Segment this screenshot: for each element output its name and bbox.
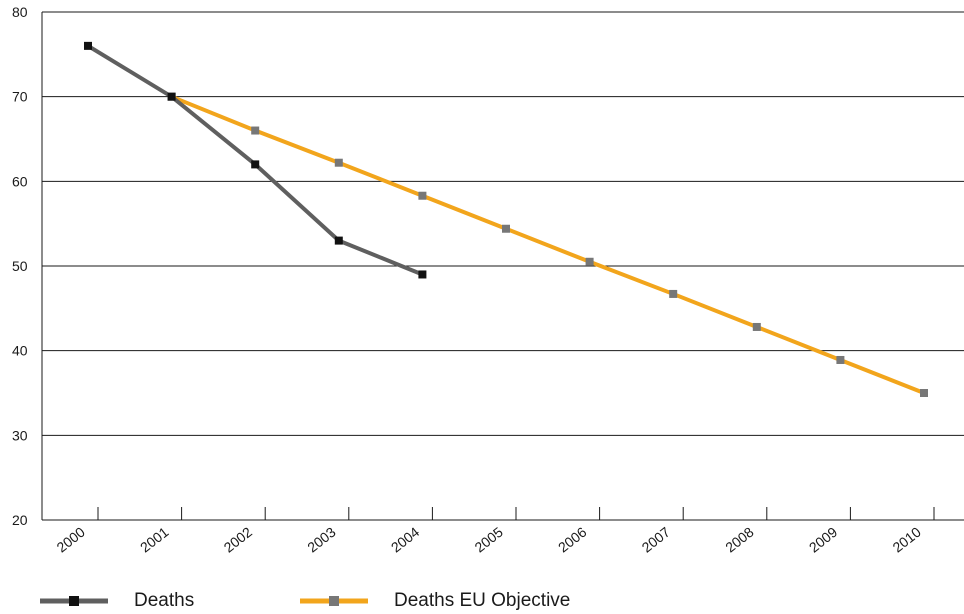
x-tick-label: 2005 [471,524,506,556]
legend-eu-objective-swatch [300,596,368,606]
data-point [334,158,343,167]
x-tick-label: 2006 [555,524,590,556]
legend-eu-objective-label: Deaths EU Objective [394,590,571,611]
data-point [585,257,594,266]
legend-eu-objective: Deaths EU Objective [300,588,570,614]
x-tick-label: 2008 [722,524,757,556]
y-tick-label: 40 [12,343,28,359]
data-point [84,41,92,50]
y-tick-label: 20 [12,512,28,528]
x-tick-label: 2009 [806,524,841,556]
x-axis: 2000 2001 2002 2003 2004 2005 2006 2007 2008 2009… [53,507,935,556]
x-tick-label: 2004 [388,524,423,556]
y-tick-label: 50 [12,258,28,274]
data-point [752,322,761,331]
y-tick-label: 70 [12,89,28,105]
x-tick-label: 2007 [639,524,674,556]
x-tick-label: 2002 [221,524,256,556]
data-point [669,289,678,298]
x-tick-label: 2010 [889,524,924,556]
data-point [334,236,343,245]
legend-deaths-marker [69,596,79,606]
y-axis: 80 70 60 50 40 30 20 [12,4,964,528]
data-point [418,270,427,279]
data-point [251,160,260,169]
series-line-1 [170,94,925,395]
data-point [251,126,260,135]
legend-deaths-swatch [40,596,108,606]
y-tick-label: 60 [12,173,28,189]
legend-deaths: Deaths [40,588,194,614]
legend-deaths-label: Deaths [134,590,195,611]
data-point [502,224,510,233]
data-point [836,355,845,364]
data-point [167,92,176,101]
x-tick-label: 2001 [137,524,172,556]
y-tick-label: 30 [12,427,28,443]
legend-eu-objective-marker [329,596,339,606]
data-point [920,389,928,397]
series-line-0 [86,44,424,277]
data-point [418,191,427,200]
x-tick-label: 2003 [304,524,339,556]
series-layer [84,41,928,397]
x-tick-label: 2000 [53,524,88,556]
y-tick-label: 80 [12,4,28,20]
